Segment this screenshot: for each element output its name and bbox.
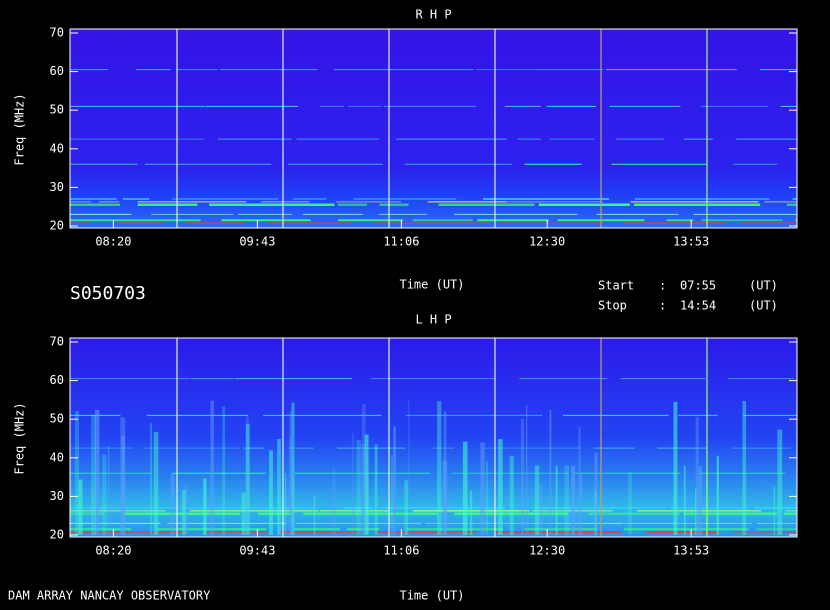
y-tick-label: 50 — [50, 412, 64, 426]
y-axis-label: Freq (MHz) — [13, 93, 27, 165]
x-tick-label: 08:20 — [95, 544, 131, 558]
stop-unit: (UT) — [749, 299, 778, 313]
footer: DAM ARRAY NANCAY OBSERVATORY — [8, 589, 211, 603]
x-tick-label: 13:53 — [673, 544, 709, 558]
panel-title: R H P — [415, 8, 451, 22]
y-tick-label: 30 — [50, 489, 64, 503]
y-tick-label: 40 — [50, 450, 64, 464]
stop-time: 14:54 — [680, 299, 716, 313]
x-tick-label: 12:30 — [529, 544, 565, 558]
y-tick-label: 60 — [50, 64, 64, 78]
plot-frame — [69, 337, 798, 538]
plot-frame — [69, 28, 798, 229]
x-tick-label: 08:20 — [95, 235, 131, 249]
spectrogram-image — [70, 338, 797, 537]
x-axis-label: Time (UT) — [399, 278, 464, 292]
y-tick-label: 70 — [50, 26, 64, 40]
start-sep: : — [659, 279, 666, 293]
start-unit: (UT) — [749, 279, 778, 293]
y-tick-label: 30 — [50, 180, 64, 194]
stop-label: Stop — [598, 299, 627, 313]
x-tick-label: 13:53 — [673, 235, 709, 249]
y-tick-label: 20 — [50, 528, 64, 542]
y-tick-label: 60 — [50, 373, 64, 387]
x-tick-label: 12:30 — [529, 235, 565, 249]
panel-title: L H P — [415, 313, 451, 327]
x-tick-label: 09:43 — [239, 235, 275, 249]
y-tick-label: 20 — [50, 219, 64, 233]
x-axis-label: Time (UT) — [399, 589, 464, 603]
x-tick-label: 11:06 — [383, 544, 419, 558]
y-tick-label: 50 — [50, 103, 64, 117]
spectrogram-panel — [70, 29, 797, 228]
spectrogram-image — [70, 29, 797, 228]
start-label: Start — [598, 279, 634, 293]
observation-id: S050703 — [70, 283, 146, 304]
spectrogram-panel — [70, 338, 797, 537]
start-time: 07:55 — [680, 279, 716, 293]
y-axis-label: Freq (MHz) — [13, 402, 27, 474]
x-tick-label: 09:43 — [239, 544, 275, 558]
y-tick-label: 40 — [50, 141, 64, 155]
stop-sep: : — [659, 299, 666, 313]
x-tick-label: 11:06 — [383, 235, 419, 249]
y-tick-label: 70 — [50, 335, 64, 349]
